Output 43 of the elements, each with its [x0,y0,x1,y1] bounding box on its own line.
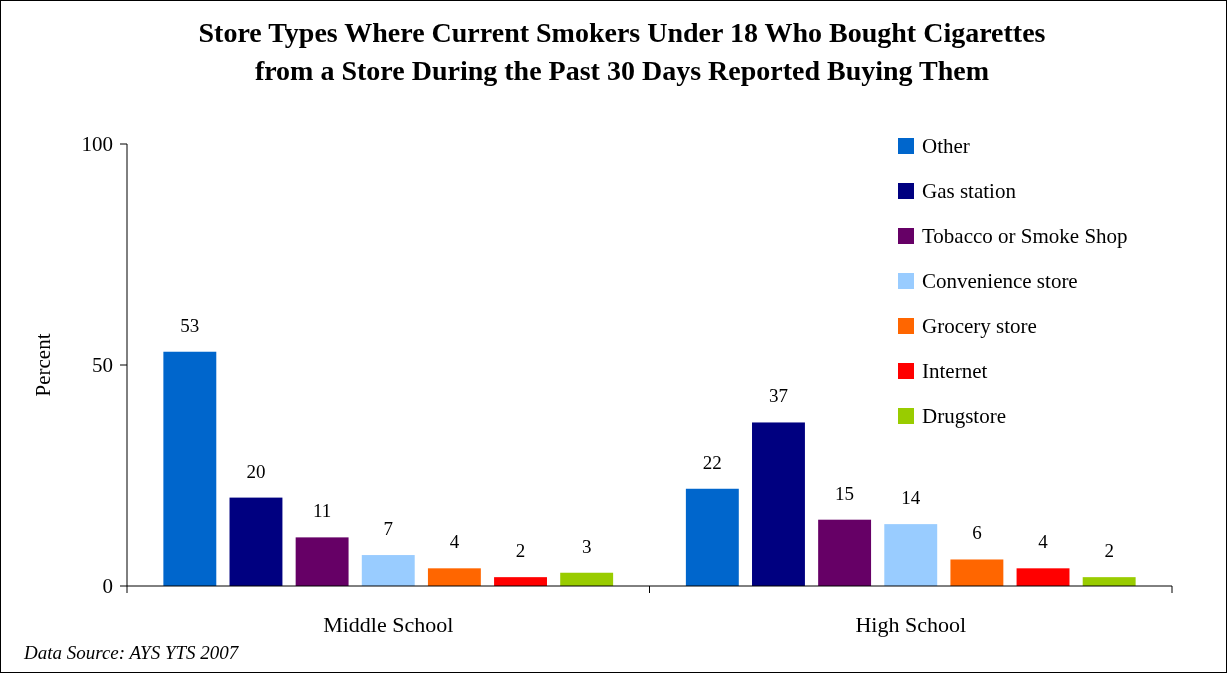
y-axis-title: Percent [31,333,55,397]
data-label: 2 [1104,540,1114,562]
source-note: Data Source: AYS YTS 2007 [23,642,240,663]
legend-label: Other [922,134,970,158]
data-label: 22 [702,451,722,473]
y-tick-label: 50 [92,353,113,377]
legend-label: Convenience store [922,269,1078,293]
bar [818,519,872,586]
data-label: 3 [581,535,592,557]
x-tick-label: High School [855,612,967,637]
bar [884,524,938,586]
bar [229,497,283,586]
legend-label: Internet [922,359,988,383]
data-label: 7 [383,518,393,540]
bar [950,559,1004,586]
bar [494,577,547,586]
x-tick-label: Middle School [323,612,454,637]
data-label: 4 [449,531,460,553]
bar [560,572,614,586]
data-label: 15 [835,482,855,504]
bar [427,568,481,586]
data-label: 6 [972,522,982,544]
y-tick-label: 100 [81,132,113,156]
data-label: 11 [312,500,332,522]
y-tick-label: 0 [102,574,113,598]
chart-title: Store Types Where Current Smokers Under 18 Who Bought Cigarettes from a Store During the Past 30 Days Reported Buying Them [198,17,1046,86]
data-label: 4 [1038,531,1049,553]
bar [752,422,805,586]
bar [1016,568,1070,586]
bar [295,537,349,586]
bar [163,351,217,586]
legend-label: Tobacco or Smoke Shop [922,224,1128,248]
bar [685,488,739,586]
data-label: 2 [515,540,526,562]
data-label: 37 [768,385,788,407]
data-label: 20 [246,460,266,482]
legend-label: Grocery store [922,314,1037,338]
data-label: 53 [180,314,200,336]
legend-label: Gas station [922,179,1017,203]
bar [1082,577,1136,586]
bar [361,555,415,586]
legend-label: Drugstore [922,404,1006,428]
data-label: 14 [901,487,921,509]
